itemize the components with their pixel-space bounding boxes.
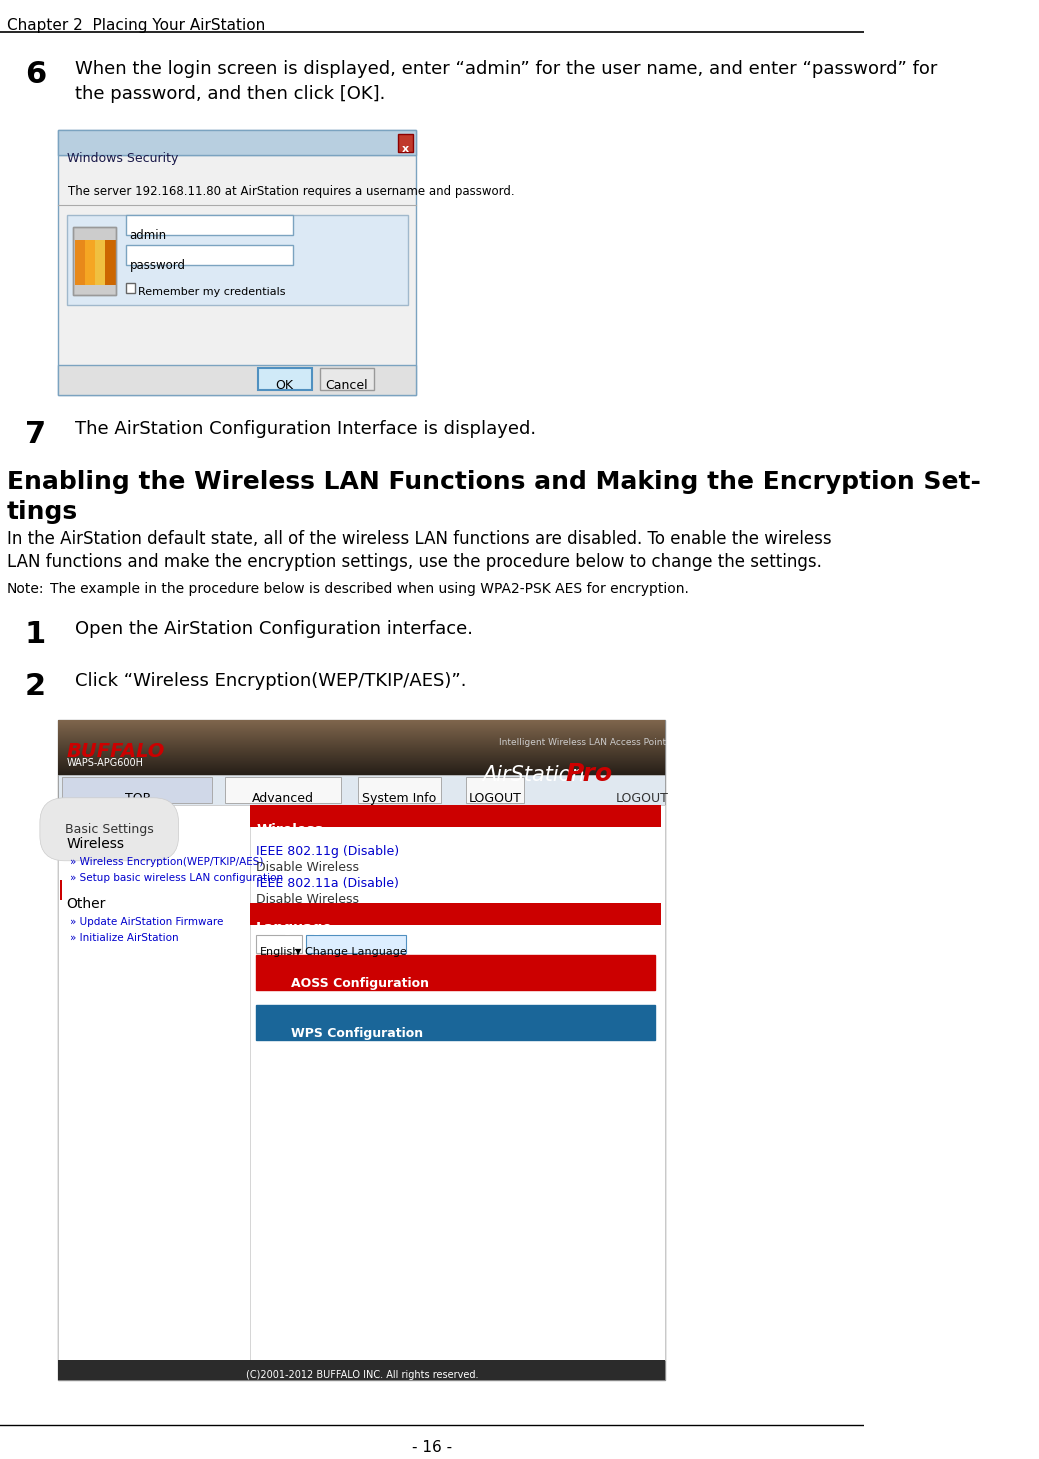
Text: Click “Wireless Encryption(WEP/TKIP/AES)”.: Click “Wireless Encryption(WEP/TKIP/AES)… <box>75 671 467 690</box>
Text: Language: Language <box>257 921 334 935</box>
Bar <box>58 719 665 775</box>
Bar <box>105 239 116 285</box>
Bar <box>249 805 665 1360</box>
Bar <box>60 880 62 900</box>
Text: » Setup basic wireless LAN configuration: » Setup basic wireless LAN configuration <box>70 872 283 883</box>
Bar <box>73 228 116 295</box>
Text: AOSS Configuration: AOSS Configuration <box>291 976 429 989</box>
Text: ▼: ▼ <box>295 947 301 956</box>
Text: English: English <box>260 947 300 957</box>
Text: Enabling the Wireless LAN Functions and Making the Encryption Set-
tings: Enabling the Wireless LAN Functions and … <box>6 470 981 524</box>
Bar <box>257 935 302 953</box>
FancyBboxPatch shape <box>58 130 416 155</box>
Text: Disable Wireless: Disable Wireless <box>257 893 359 906</box>
Text: Chapter 2  Placing Your AirStation: Chapter 2 Placing Your AirStation <box>6 18 265 34</box>
Text: WAPS-APG600H: WAPS-APG600H <box>66 757 143 767</box>
Bar <box>58 805 249 1360</box>
Bar <box>127 245 293 266</box>
Text: Intelligent Wireless LAN Access Point: Intelligent Wireless LAN Access Point <box>499 738 666 747</box>
Text: WPS Configuration: WPS Configuration <box>291 1027 423 1040</box>
Text: In the AirStation default state, all of the wireless LAN functions are disabled.: In the AirStation default state, all of … <box>6 530 831 572</box>
Text: The AirStation Configuration Interface is displayed.: The AirStation Configuration Interface i… <box>75 420 536 438</box>
Text: LOGOUT: LOGOUT <box>469 792 522 805</box>
Bar <box>58 1360 665 1380</box>
Text: The server 192.168.11.80 at AirStation requires a username and password.: The server 192.168.11.80 at AirStation r… <box>69 185 515 198</box>
Bar <box>320 368 374 390</box>
Text: IEEE 802.11g (Disable): IEEE 802.11g (Disable) <box>257 845 399 858</box>
Bar <box>257 1005 656 1040</box>
Text: Other: Other <box>66 897 106 910</box>
Text: Windows Security: Windows Security <box>66 152 178 165</box>
Text: password: password <box>130 258 186 271</box>
Bar <box>95 239 106 285</box>
Text: » Initialize AirStation: » Initialize AirStation <box>70 932 179 943</box>
Bar <box>58 130 416 155</box>
Bar <box>307 935 406 953</box>
Text: Disable Wireless: Disable Wireless <box>257 861 359 874</box>
Bar <box>62 776 212 802</box>
Text: » Wireless Encryption(WEP/TKIP/AES): » Wireless Encryption(WEP/TKIP/AES) <box>70 856 263 867</box>
Text: admin: admin <box>130 229 167 242</box>
Text: TOP: TOP <box>125 792 150 805</box>
Bar <box>224 776 341 802</box>
Text: Wireless: Wireless <box>257 823 323 837</box>
Text: 6: 6 <box>25 60 46 89</box>
Text: BUFFALO: BUFFALO <box>66 741 165 760</box>
Bar <box>58 719 665 1380</box>
Text: (C)2001-2012 BUFFALO INC. All rights reserved.: (C)2001-2012 BUFFALO INC. All rights res… <box>245 1370 478 1380</box>
Text: Advanced: Advanced <box>251 792 314 805</box>
Text: » Update AirStation Firmware: » Update AirStation Firmware <box>70 916 223 926</box>
Text: Remember my credentials: Remember my credentials <box>138 287 286 298</box>
Bar <box>357 776 441 802</box>
Bar <box>85 239 97 285</box>
Bar <box>58 365 416 395</box>
Text: Cancel: Cancel <box>325 379 368 392</box>
Bar <box>73 228 116 295</box>
Bar <box>75 239 86 285</box>
Text: OK: OK <box>275 379 293 392</box>
Text: IEEE 802.11a (Disable): IEEE 802.11a (Disable) <box>257 877 399 890</box>
Text: Wireless: Wireless <box>66 837 125 851</box>
Text: 1: 1 <box>25 620 46 649</box>
Bar <box>66 214 407 305</box>
Text: Basic Settings: Basic Settings <box>64 823 154 836</box>
Bar <box>465 776 524 802</box>
Text: - 16 -: - 16 - <box>411 1440 452 1455</box>
Text: When the login screen is displayed, enter “admin” for the user name, and enter “: When the login screen is displayed, ente… <box>75 60 937 104</box>
Text: AirStation: AirStation <box>482 765 585 785</box>
Text: Pro: Pro <box>565 762 613 786</box>
Text: Open the AirStation Configuration interface.: Open the AirStation Configuration interf… <box>75 620 473 638</box>
Bar <box>127 283 135 293</box>
Bar <box>127 214 293 235</box>
Bar <box>60 820 62 840</box>
Text: Note:: Note: <box>6 582 44 595</box>
Bar <box>58 155 416 395</box>
Text: Change Language: Change Language <box>305 947 407 957</box>
Text: System Info: System Info <box>363 792 436 805</box>
Bar <box>58 775 665 805</box>
Text: x: x <box>401 144 408 155</box>
Bar <box>249 903 661 925</box>
Text: 2: 2 <box>25 671 46 700</box>
Bar <box>258 368 312 390</box>
Bar <box>249 805 661 827</box>
Text: LOGOUT: LOGOUT <box>615 792 668 805</box>
Text: The example in the procedure below is described when using WPA2-PSK AES for encr: The example in the procedure below is de… <box>50 582 689 595</box>
Bar <box>398 134 412 152</box>
Text: 7: 7 <box>25 420 46 449</box>
Bar <box>257 954 656 989</box>
